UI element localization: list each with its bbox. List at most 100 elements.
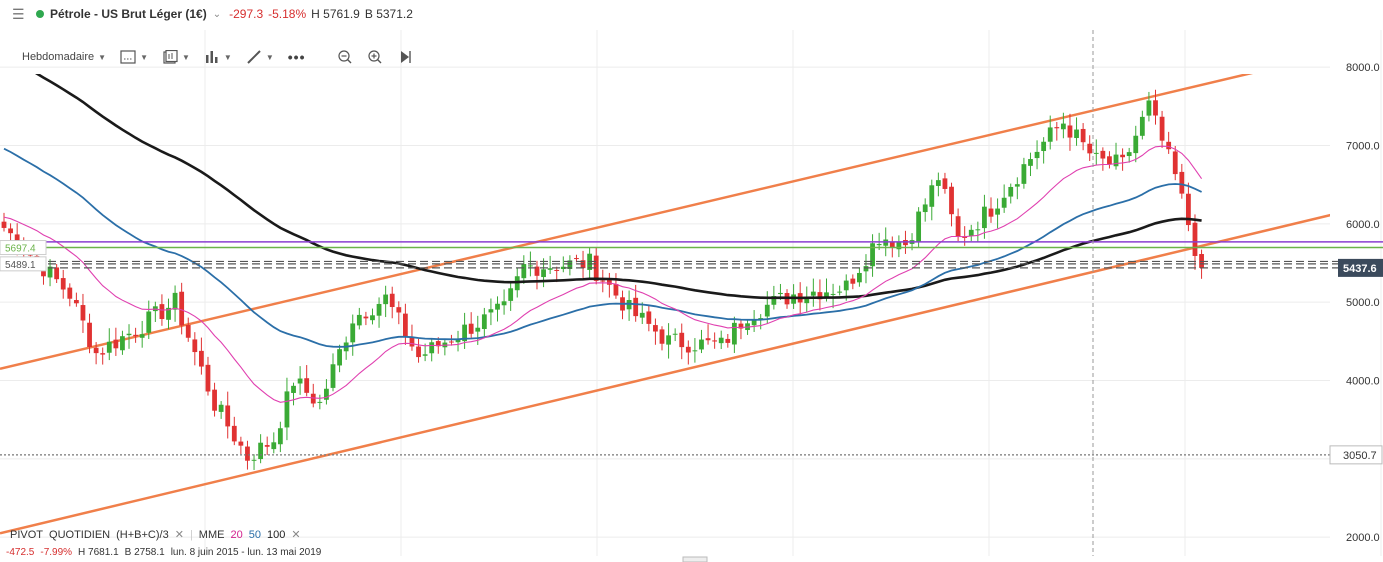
candle-up (337, 349, 342, 366)
candle-down (389, 293, 395, 308)
mme-50-period: 50 (248, 528, 261, 541)
candle-down (955, 216, 961, 237)
candle-up (521, 264, 527, 279)
candle-up (1146, 100, 1152, 116)
remove-mme-icon[interactable]: ✕ (291, 529, 301, 541)
candle-up (106, 341, 112, 353)
candle-down (633, 297, 639, 317)
low-marker-box (1329, 445, 1383, 465)
caret-down-icon: ▼ (182, 52, 190, 62)
candle-down (205, 364, 211, 392)
range-dates: lun. 8 juin 2015 - lun. 13 mai 2019 (170, 547, 322, 558)
candle-down (100, 353, 106, 355)
current-price-tag: 5437.6 (1338, 258, 1383, 277)
candle-up (383, 294, 389, 305)
candle-down (679, 332, 685, 348)
caret-down-icon: ▼ (223, 52, 232, 62)
plot-area (0, 74, 1330, 535)
more-options-button[interactable]: ••• (288, 49, 306, 65)
candle-down (409, 337, 415, 347)
candle-down (817, 292, 823, 300)
candle-up (455, 338, 461, 343)
candle-down (179, 291, 185, 326)
candle-up (429, 342, 435, 354)
candle-down (212, 389, 217, 411)
chart-toolbar: Hebdomadaire ▼ ▼ ▼ ▼ ▼ ••• (0, 44, 427, 70)
mme-20-period: 20 (230, 528, 243, 541)
period-label: Hebdomadaire (22, 51, 95, 63)
candle-up (1021, 164, 1027, 184)
candle-up (330, 364, 336, 388)
zoom-in-button[interactable] (367, 50, 383, 64)
grid-layout-icon (120, 50, 136, 64)
candle-up (837, 291, 843, 293)
candle-up (830, 293, 836, 295)
candle-down (850, 278, 856, 284)
candle-down (1186, 193, 1191, 226)
hamburger-menu-icon[interactable]: ☰ (12, 5, 25, 22)
candle-down (231, 425, 237, 442)
candle-up (968, 229, 974, 236)
period-selector[interactable]: Hebdomadaire ▼ (22, 51, 106, 63)
chart-type-button[interactable]: ▼ (204, 50, 232, 64)
price-change: -297.3 (229, 7, 264, 21)
candle-down (949, 186, 954, 215)
candle-up (528, 265, 533, 267)
range-change: -472.5 (6, 547, 35, 558)
candle-down (1087, 143, 1093, 154)
candle-up (1126, 152, 1132, 157)
candle-down (738, 323, 744, 329)
indicators-button[interactable]: ▼ (162, 50, 190, 64)
candle-down (133, 334, 138, 337)
candle-down (192, 339, 198, 353)
left-price-label: 5697.4 (5, 244, 36, 255)
candle-up (1034, 151, 1040, 159)
zoom-out-button[interactable] (337, 50, 353, 64)
instrument-title[interactable]: Pétrole - US Brut Léger (1€) (50, 7, 207, 21)
candle-up (475, 327, 481, 332)
indicator-legend: PIVOT QUOTIDIEN (H+B+C)/3 ✕ | MME 20 50 … (10, 528, 307, 542)
candle-up (1113, 154, 1119, 167)
mme-label[interactable]: MME (198, 528, 225, 541)
candle-down (705, 338, 711, 341)
candle-down (1067, 125, 1073, 138)
candle-down (653, 325, 658, 332)
candle-down (574, 258, 579, 260)
scroll-handle (682, 556, 708, 562)
low-marker-tag: 3050.7 (1329, 445, 1383, 465)
candle-up (1060, 123, 1066, 130)
left-price-box (0, 256, 47, 272)
candle-up (422, 354, 428, 356)
chevron-down-icon[interactable]: ⌄ (212, 8, 222, 20)
candle-down (1159, 116, 1165, 141)
candle-up (1093, 152, 1099, 154)
caret-down-icon: ▼ (140, 52, 148, 62)
scroll-to-latest-button[interactable] (397, 50, 413, 64)
candle-up (126, 333, 132, 336)
remove-pivot-icon[interactable]: ✕ (174, 529, 184, 541)
y-tick-label: 7000.0 (1346, 141, 1380, 153)
candle-up (462, 324, 467, 342)
candle-up (508, 288, 514, 301)
range-summary: -472.5 -7.99% H 7681.1 B 2758.1 lun. 8 j… (6, 547, 327, 558)
drawing-tools-button[interactable]: ▼ (246, 50, 274, 64)
candle-up (883, 239, 889, 246)
candle-down (264, 445, 270, 447)
candle-down (600, 280, 606, 282)
candle-down (87, 322, 92, 348)
caret-down-icon: ▼ (265, 52, 274, 62)
zoom-out-icon (338, 50, 352, 64)
chart-layout-button[interactable]: ▼ (120, 50, 148, 64)
trend-line-lower (0, 213, 1330, 535)
candle-up (1041, 141, 1047, 152)
candle-up (1074, 129, 1079, 139)
candle-up (541, 269, 546, 278)
candle-down (402, 313, 408, 338)
candle-up (258, 442, 264, 460)
pivot-formula: (H+B+C)/3 (116, 528, 169, 541)
candle-up (764, 304, 770, 317)
candle-up (284, 391, 290, 428)
left-price-tag: 5697.4 (0, 240, 47, 256)
pivot-label[interactable]: PIVOT (10, 528, 44, 541)
